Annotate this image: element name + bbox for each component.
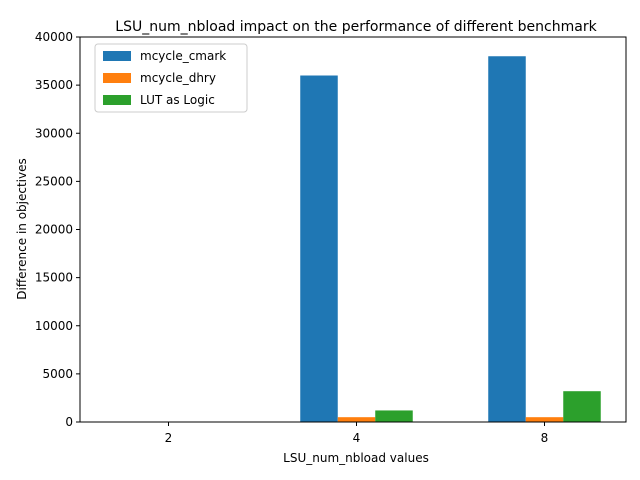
legend-label-mcycle_cmark: mcycle_cmark bbox=[140, 49, 226, 63]
legend-swatch-mcycle_dhry bbox=[103, 73, 131, 83]
legend-swatch-lut-as-logic bbox=[103, 95, 131, 105]
bar-mcycle_dhry-8 bbox=[525, 417, 564, 422]
y-tick-label: 15000 bbox=[35, 271, 73, 285]
x-axis: 2 4 8 bbox=[165, 422, 549, 445]
x-tick-label: 4 bbox=[353, 431, 361, 445]
chart-title: LSU_num_nbload impact on the performance… bbox=[115, 19, 597, 35]
x-tick-label: 2 bbox=[165, 431, 173, 445]
bar-lut-as-logic-8 bbox=[563, 391, 601, 422]
bar-lut-as-logic-4 bbox=[375, 410, 413, 422]
x-axis-label: LSU_num_nbload values bbox=[283, 451, 429, 465]
y-tick-label: 10000 bbox=[35, 319, 73, 333]
bars-layer bbox=[300, 56, 601, 422]
legend-box bbox=[94, 43, 248, 113]
y-tick-label: 0 bbox=[65, 415, 73, 429]
y-tick-label: 20000 bbox=[35, 223, 73, 237]
plot-frame bbox=[79, 36, 627, 423]
y-tick-label: 30000 bbox=[35, 126, 73, 140]
bar-mcycle_cmark-4 bbox=[300, 75, 338, 422]
x-tick-label: 8 bbox=[541, 431, 549, 445]
y-tick-label: 25000 bbox=[35, 174, 73, 188]
legend-swatch-mcycle_cmark bbox=[103, 51, 131, 61]
y-tick-label: 5000 bbox=[42, 367, 73, 381]
legend-label-mcycle_dhry: mcycle_dhry bbox=[140, 71, 216, 85]
bar-mcycle_cmark-8 bbox=[488, 56, 526, 422]
y-axis: 0 5000 10000 15000 20000 25000 30000 35000 40000 bbox=[35, 30, 80, 429]
y-tick-label: 40000 bbox=[35, 30, 73, 44]
bar-mcycle_dhry-4 bbox=[337, 417, 376, 422]
legend: mcycle_cmark mcycle_dhry LUT as Logic bbox=[94, 43, 248, 113]
y-tick-label: 35000 bbox=[35, 78, 73, 92]
y-axis-label: Difference in objectives bbox=[15, 158, 29, 299]
legend-label-lut-as-logic: LUT as Logic bbox=[140, 93, 215, 107]
